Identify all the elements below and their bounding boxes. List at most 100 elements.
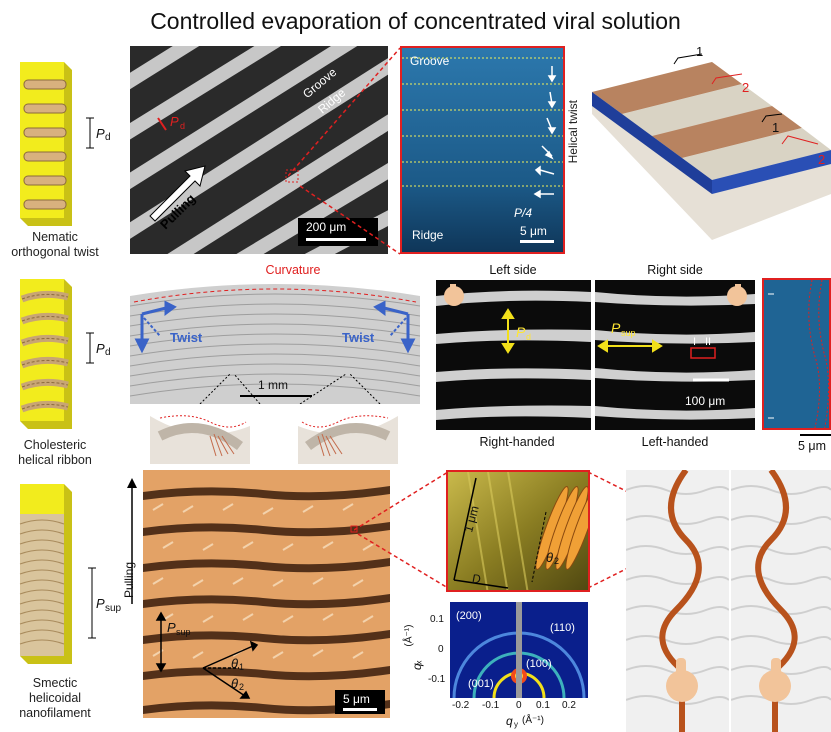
pd-label-2: P [96, 341, 105, 356]
nematic-label-line2: orthogonal twist [11, 245, 99, 259]
scale-200-bar [306, 238, 366, 241]
cholesteric-label: Cholesteric helical ribbon [0, 438, 110, 468]
ribbon-render-right [298, 406, 398, 464]
right-psup-label: P [611, 320, 621, 336]
zoom-scale-label: 5 μm [520, 224, 547, 238]
render-label-1b: 1 [772, 120, 780, 135]
pd-sub-2: d [105, 347, 111, 358]
ribbon-render-left [150, 406, 250, 464]
xtick-0: -0.2 [452, 700, 470, 711]
pd-bracket: P d [82, 116, 122, 152]
ytick-2: 0.1 [430, 614, 444, 625]
psup-micro-sub: sup [176, 627, 191, 637]
pulling-vertical-label: Pulling [122, 562, 136, 599]
right-handed-label: Right-handed [479, 435, 555, 449]
helical-twist-zoom: Groove Ridge P/4 5 μm [400, 46, 565, 254]
helix-render-right [731, 470, 831, 732]
roman-2-label: II [705, 336, 712, 348]
cholesteric-label-line2: helical ribbon [18, 453, 92, 467]
left-pd-label: P [516, 324, 526, 340]
ytick-0: -0.1 [428, 674, 446, 685]
curvature-label: Curvature [265, 263, 321, 277]
scale-5-label-row2: 5 μm [798, 439, 827, 453]
saxs-ylabel-sub: x [414, 660, 424, 665]
ytick-1: 0 [438, 644, 444, 655]
groove-ridge-micrograph: Groove Ridge Pulling P d 200 μm [130, 46, 388, 254]
saxs-detector: (200) (110) (100) (001) [450, 602, 588, 698]
saxs-ylabel-unit: (Å⁻¹) [403, 624, 415, 647]
scale-200-label: 200 μm [306, 220, 347, 234]
afm-inset: 1 μm D θ 2 [446, 470, 590, 592]
pd-red-sub: d [180, 121, 186, 131]
curvature-film: Twist Twist 1 mm [130, 278, 420, 404]
zoom-ridge-label: Ridge [412, 228, 444, 242]
right-psup-sub: sup [621, 328, 636, 338]
zoom-scale-bar [520, 240, 554, 243]
pulling-arrow-icon [127, 478, 137, 604]
left-side-label: Left side [489, 263, 537, 277]
render-label-2b: 2 [818, 152, 826, 167]
xtick-3: 0.1 [536, 700, 550, 711]
left-side-micrograph: P d [436, 280, 591, 430]
pd-red-label: P [170, 114, 179, 129]
mm-scale-label: 1 mm [258, 378, 288, 392]
twist-right-label: Twist [342, 330, 375, 345]
pd-sub: d [105, 132, 111, 143]
figure-title: Controlled evaporation of concentrated v… [150, 8, 681, 34]
nematic-label: Nematic orthogonal twist [0, 230, 110, 260]
left-pd-sub: d [526, 332, 532, 342]
xtick-1: -0.1 [482, 700, 500, 711]
psup-label: P [96, 596, 105, 611]
saxs-xlabel-sub: y [514, 720, 518, 729]
layered-3d-render: 1 2 1 2 [592, 44, 831, 240]
inset-theta2-label: θ [546, 550, 554, 565]
nematic-schematic [12, 58, 82, 228]
xtick-4: 0.2 [562, 700, 576, 711]
inset-connector [354, 471, 449, 589]
pd-label: P [96, 126, 105, 141]
right-side-micrograph: P sup I II 100 μm [595, 280, 755, 430]
theta1-sub: 1 [239, 662, 245, 672]
inset-D-label: D [472, 572, 481, 586]
scale-box [298, 218, 378, 246]
orange-micrograph: P sup θ 1 θ 2 5 μm [143, 470, 390, 718]
cholesteric-label-line1: Cholesteric [23, 438, 87, 452]
psup-bracket: P sup [84, 566, 134, 642]
left-handed-label: Left-handed [641, 435, 709, 449]
twist-left-label: Twist [170, 330, 203, 345]
smectic-label: Smectic helicoidal nanofilament [0, 676, 110, 721]
smectic-schematic [12, 480, 82, 666]
nematic-label-line1: Nematic [32, 230, 78, 244]
peak-001-label: (001) [468, 678, 494, 690]
theta2-label: θ [231, 676, 239, 691]
blue-zoom-row2 [762, 278, 831, 430]
theta1-label: θ [231, 656, 239, 671]
saxs-xlabel: q [506, 714, 513, 728]
p4-label: P/4 [514, 206, 533, 220]
right-side-label: Right side [647, 263, 703, 277]
smectic-label-line1: Smectic [32, 676, 78, 690]
peak-110-label: (110) [550, 622, 575, 634]
helix-render-left [626, 470, 729, 732]
zoom-connector [288, 47, 401, 255]
scale-5-micro-label: 5 μm [343, 692, 370, 706]
zoom-groove-label: Groove [410, 54, 450, 68]
render-label-2a: 2 [742, 80, 750, 95]
scale-100-label: 100 μm [685, 394, 726, 408]
pd-bracket-2: P d [82, 331, 122, 367]
cholesteric-schematic [12, 275, 82, 431]
smectic-label-line3: nanofilament [19, 706, 91, 720]
peak-100-label: (100) [526, 658, 552, 670]
theta2-sub: 2 [239, 682, 245, 692]
saxs-pattern: q x (Å⁻¹) (200) (110) (100) (001) 0.1 0 … [403, 600, 595, 732]
psup-sub: sup [105, 603, 122, 614]
inset-theta2-sub: 2 [554, 556, 560, 566]
helical-twist-label: Helical twist [566, 100, 580, 164]
psup-micro-label: P [167, 620, 176, 635]
peak-200-label: (200) [456, 610, 482, 622]
scale-5-micro-bar [343, 708, 377, 711]
render-label-1a: 1 [696, 44, 704, 59]
roman-1-label: I [693, 336, 697, 348]
smectic-label-line2: helicoidal [28, 691, 82, 705]
xtick-2: 0 [516, 700, 522, 711]
